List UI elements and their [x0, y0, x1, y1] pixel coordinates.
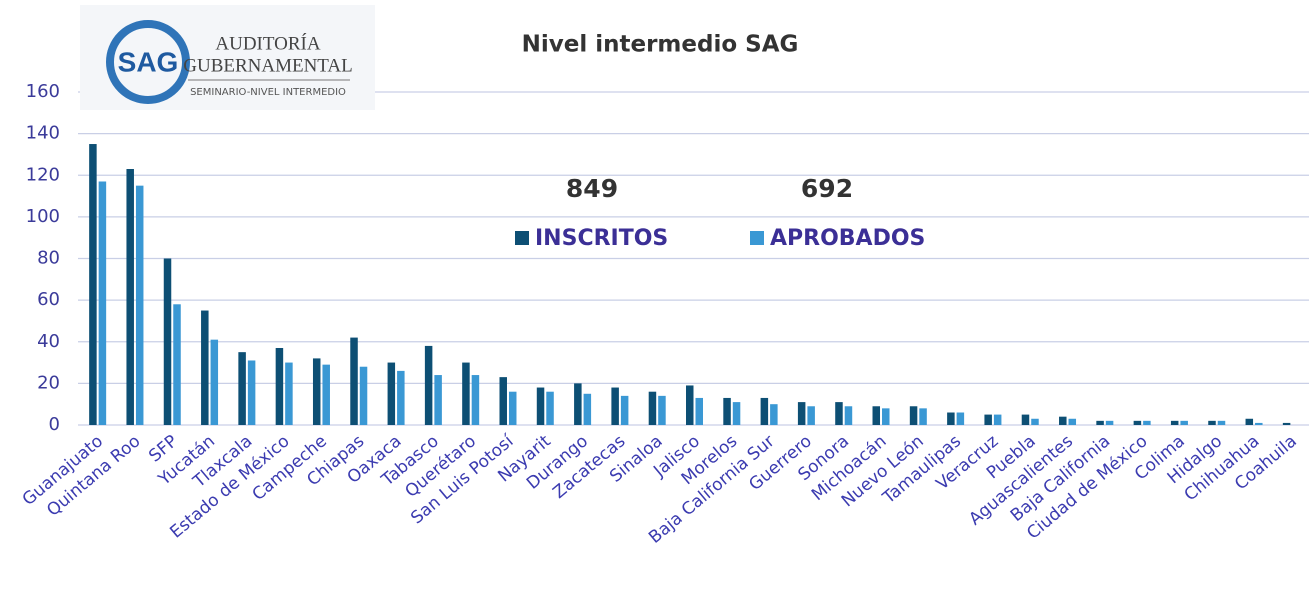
bar — [1180, 420, 1188, 425]
bar — [238, 352, 246, 425]
logo-mark: SAG — [118, 46, 179, 77]
grid — [78, 91, 1309, 426]
bar — [1031, 418, 1039, 425]
logo-ring — [106, 20, 190, 104]
y-tick-label: 160 — [26, 81, 60, 102]
bar — [1208, 420, 1216, 425]
bar — [797, 402, 806, 425]
bar — [1217, 420, 1226, 425]
bar — [247, 360, 256, 425]
bar — [658, 395, 666, 425]
y-tick-label: 20 — [37, 372, 60, 393]
bar — [312, 358, 321, 425]
bar — [89, 144, 97, 425]
y-tick-label: 0 — [49, 414, 60, 435]
bar — [536, 387, 545, 425]
bar — [807, 406, 815, 425]
bar — [686, 385, 694, 425]
bar — [984, 414, 992, 425]
bar — [98, 181, 107, 425]
y-tick-label: 100 — [26, 206, 60, 227]
legend-swatch — [750, 231, 764, 245]
y-tick-label: 120 — [26, 164, 60, 185]
bar — [210, 339, 219, 425]
bar — [919, 408, 927, 425]
bar — [499, 377, 507, 425]
bar — [993, 414, 1002, 425]
series-total: 692 — [801, 174, 853, 203]
chart-title: Nivel intermedio SAG — [522, 32, 799, 58]
bar — [424, 345, 433, 425]
bar — [350, 337, 358, 425]
legend-label: APROBADOS — [770, 226, 925, 251]
bar — [546, 391, 554, 425]
bar — [1059, 416, 1067, 425]
bar — [285, 362, 293, 425]
bar — [201, 310, 209, 425]
bar — [1133, 420, 1142, 425]
bar — [760, 397, 769, 425]
bar — [844, 406, 853, 425]
bar — [583, 393, 592, 425]
logo-line: GUBERNAMENTAL — [183, 55, 352, 76]
y-tick-label: 40 — [37, 331, 60, 352]
bar — [770, 404, 778, 425]
bar — [723, 397, 731, 425]
bar — [695, 397, 703, 425]
bar — [882, 408, 890, 425]
bar — [462, 362, 470, 425]
bar — [1255, 422, 1263, 425]
y-tick-label: 80 — [37, 248, 60, 269]
bar — [1021, 414, 1030, 425]
bar — [1143, 420, 1151, 425]
bar — [909, 406, 918, 425]
y-tick-label: 140 — [26, 123, 60, 144]
bar — [163, 258, 172, 425]
bar — [1096, 420, 1104, 425]
bar — [1105, 420, 1114, 425]
bar — [1282, 422, 1291, 425]
logo-line: SEMINARIO-NIVEL INTERMEDIO — [190, 87, 346, 98]
bar — [126, 169, 134, 425]
bar — [359, 366, 368, 425]
bar — [956, 412, 965, 425]
bar — [173, 304, 181, 425]
bar — [397, 370, 405, 425]
bar — [1170, 420, 1179, 425]
bar — [611, 387, 619, 425]
bar — [648, 391, 657, 425]
bar — [620, 395, 629, 425]
y-tick-label: 60 — [37, 289, 60, 310]
bar — [434, 375, 442, 425]
legend-swatch — [515, 231, 529, 245]
bar — [574, 383, 582, 425]
bar — [1245, 418, 1254, 425]
bar — [322, 364, 330, 425]
bar — [508, 391, 517, 425]
bar — [947, 412, 955, 425]
legend-label: INSCRITOS — [535, 226, 668, 251]
bar — [732, 402, 741, 425]
bar — [135, 185, 144, 425]
bar — [471, 375, 480, 425]
bar — [1068, 418, 1077, 425]
bar — [387, 362, 396, 425]
bar — [835, 402, 843, 425]
series-total: 849 — [566, 174, 618, 203]
logo: SAG AUDITORÍA GUBERNAMENTAL SEMINARIO-NI… — [80, 5, 375, 110]
logo-line: AUDITORÍA — [215, 32, 320, 54]
bar — [275, 347, 284, 425]
bar — [872, 406, 881, 425]
